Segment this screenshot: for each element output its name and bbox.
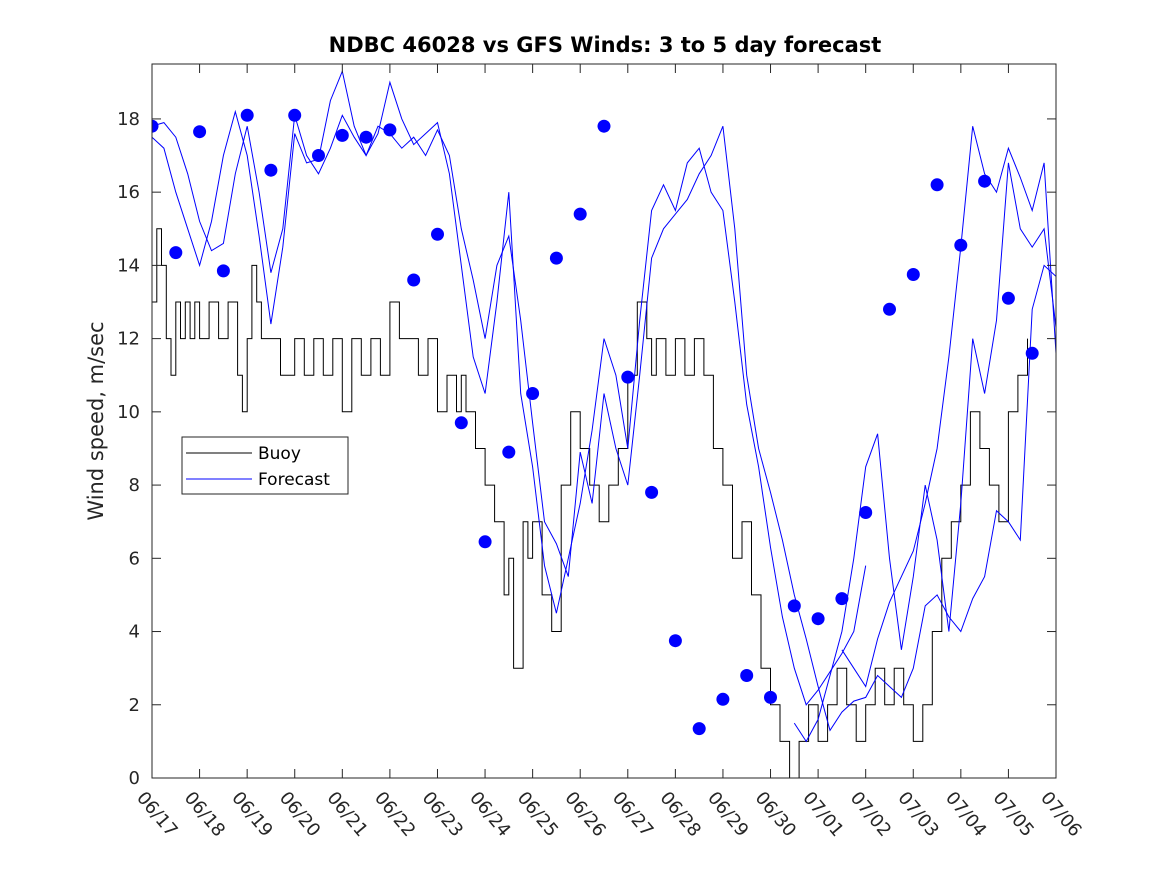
forecast-marker — [835, 592, 849, 606]
series-layer — [152, 69, 1056, 778]
forecast-marker — [240, 108, 254, 122]
series-line-0 — [152, 228, 1028, 778]
forecast-marker — [407, 273, 421, 287]
forecast-marker — [1025, 346, 1039, 360]
y-tick-label: 8 — [129, 475, 140, 496]
forecast-marker — [859, 506, 873, 519]
forecast-marker — [668, 634, 682, 648]
forecast-marker — [954, 238, 968, 252]
forecast-marker — [787, 599, 801, 613]
forecast-marker — [930, 178, 944, 192]
forecast-marker — [502, 445, 516, 459]
y-tick-label: 12 — [117, 329, 140, 350]
forecast-marker — [883, 302, 896, 316]
y-tick-label: 6 — [129, 548, 140, 569]
y-tick-label: 0 — [129, 768, 140, 789]
forecast-marker — [906, 268, 920, 281]
forecast-marker — [359, 130, 373, 144]
series-line-3 — [793, 162, 1056, 743]
marker-layer — [152, 108, 1039, 736]
forecast-marker — [216, 264, 230, 278]
y-tick-label: 16 — [117, 182, 140, 203]
series-line-2 — [152, 69, 867, 706]
y-tick-label: 18 — [117, 109, 140, 130]
forecast-marker — [193, 125, 207, 139]
forecast-marker — [621, 370, 635, 384]
y-tick-label: 4 — [129, 622, 140, 643]
y-tick-label: 2 — [129, 695, 140, 716]
forecast-marker — [764, 690, 777, 704]
forecast-marker — [312, 149, 325, 162]
y-axis: 0 2 4 6 8 10 12 14 16 18 — [117, 109, 1056, 789]
forecast-marker — [1001, 291, 1015, 305]
forecast-marker — [169, 246, 183, 260]
y-tick-label: 10 — [117, 402, 140, 423]
forecast-marker — [526, 387, 540, 400]
y-tick-label: 14 — [117, 255, 140, 276]
forecast-marker — [383, 123, 397, 137]
plot-area — [152, 69, 1056, 778]
forecast-marker — [478, 535, 492, 549]
forecast-marker — [335, 128, 349, 142]
forecast-marker — [692, 722, 706, 736]
legend-forecast-label: Forecast — [258, 470, 330, 490]
forecast-marker — [716, 692, 730, 706]
axes-box — [151, 63, 1057, 779]
legend: Buoy Forecast — [181, 436, 349, 495]
forecast-marker — [645, 485, 659, 499]
forecast-marker — [549, 251, 563, 265]
forecast-marker — [978, 174, 992, 188]
forecast-marker — [573, 207, 587, 221]
forecast-marker — [811, 612, 825, 626]
forecast-marker — [597, 119, 611, 133]
legend-box — [181, 436, 349, 495]
forecast-marker — [152, 119, 159, 133]
y-axis-label: Wind speed, m/sec — [84, 321, 108, 520]
series-line-4 — [841, 126, 1056, 688]
legend-buoy-label: Buoy — [258, 444, 301, 464]
series-line-1 — [152, 114, 1056, 732]
forecast-marker — [740, 669, 754, 682]
forecast-marker — [431, 227, 444, 241]
chart-title: NDBC 46028 vs GFS Winds: 3 to 5 day fore… — [329, 33, 882, 57]
forecast-marker — [264, 163, 278, 177]
forecast-marker — [454, 416, 468, 430]
forecast-marker — [288, 108, 302, 122]
